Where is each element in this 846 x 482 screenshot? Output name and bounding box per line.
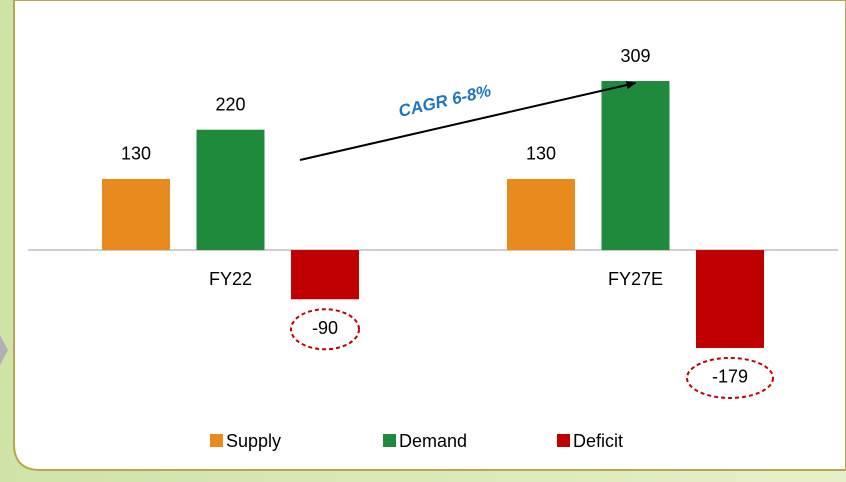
data-label: 130: [121, 144, 151, 164]
cagr-arrow: [299, 81, 637, 161]
bar: [102, 178, 170, 251]
legend-swatch: [383, 434, 396, 447]
bar: [196, 129, 265, 251]
legend-label: Supply: [226, 431, 281, 451]
legend-swatch: [557, 434, 570, 447]
x-tick-label: FY27E: [608, 269, 663, 289]
highlight-ring: [686, 356, 774, 399]
data-label: 130: [526, 144, 556, 164]
bar: [507, 178, 575, 251]
legend-label: Demand: [399, 431, 467, 451]
bar: [291, 250, 359, 300]
bar: [696, 250, 764, 348]
data-label: 220: [215, 94, 245, 114]
legend-label: Deficit: [573, 431, 623, 451]
x-tick-label: FY22: [209, 269, 252, 289]
data-label: 309: [620, 46, 650, 66]
legend-swatch: [210, 434, 223, 447]
data-label: -179: [712, 367, 748, 387]
data-label: -90: [312, 318, 338, 338]
chevron: [0, 335, 8, 365]
highlight-ring: [290, 308, 360, 351]
bar: [601, 81, 670, 251]
